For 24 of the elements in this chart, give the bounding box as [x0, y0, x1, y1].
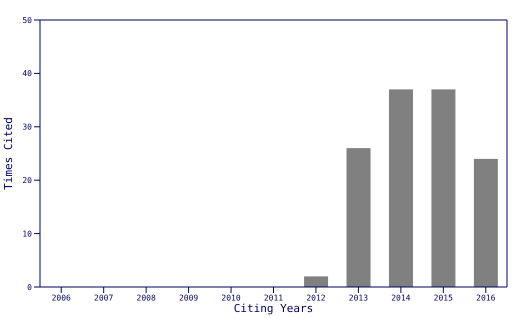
bar [304, 276, 328, 287]
x-tick-label: 2007 [94, 294, 114, 303]
bar [388, 89, 413, 287]
x-tick-label: 2008 [136, 294, 156, 303]
x-tick-label: 2009 [178, 294, 198, 303]
bar [346, 148, 371, 287]
x-tick-label: 2012 [306, 294, 326, 303]
bar [474, 158, 498, 287]
x-tick-label: 2015 [434, 294, 454, 303]
x-tick-label: 2016 [476, 294, 496, 303]
x-tick-label: 2011 [264, 294, 284, 303]
x-tick-label: 2013 [348, 294, 368, 303]
x-tick-label: 2010 [221, 294, 241, 303]
bar [431, 89, 456, 287]
y-axis-title: Times Cited [2, 117, 15, 190]
x-tick-label: 2006 [52, 294, 72, 303]
x-axis-title: Citing Years [234, 302, 314, 315]
y-tick-label: 40 [22, 69, 32, 78]
y-tick-label: 30 [22, 122, 32, 132]
y-tick-label: 10 [22, 229, 32, 238]
y-tick-label: 50 [22, 16, 32, 25]
y-tick-label: 0 [27, 282, 32, 292]
x-tick-label: 2014 [391, 294, 411, 303]
y-tick-label: 20 [22, 176, 32, 186]
